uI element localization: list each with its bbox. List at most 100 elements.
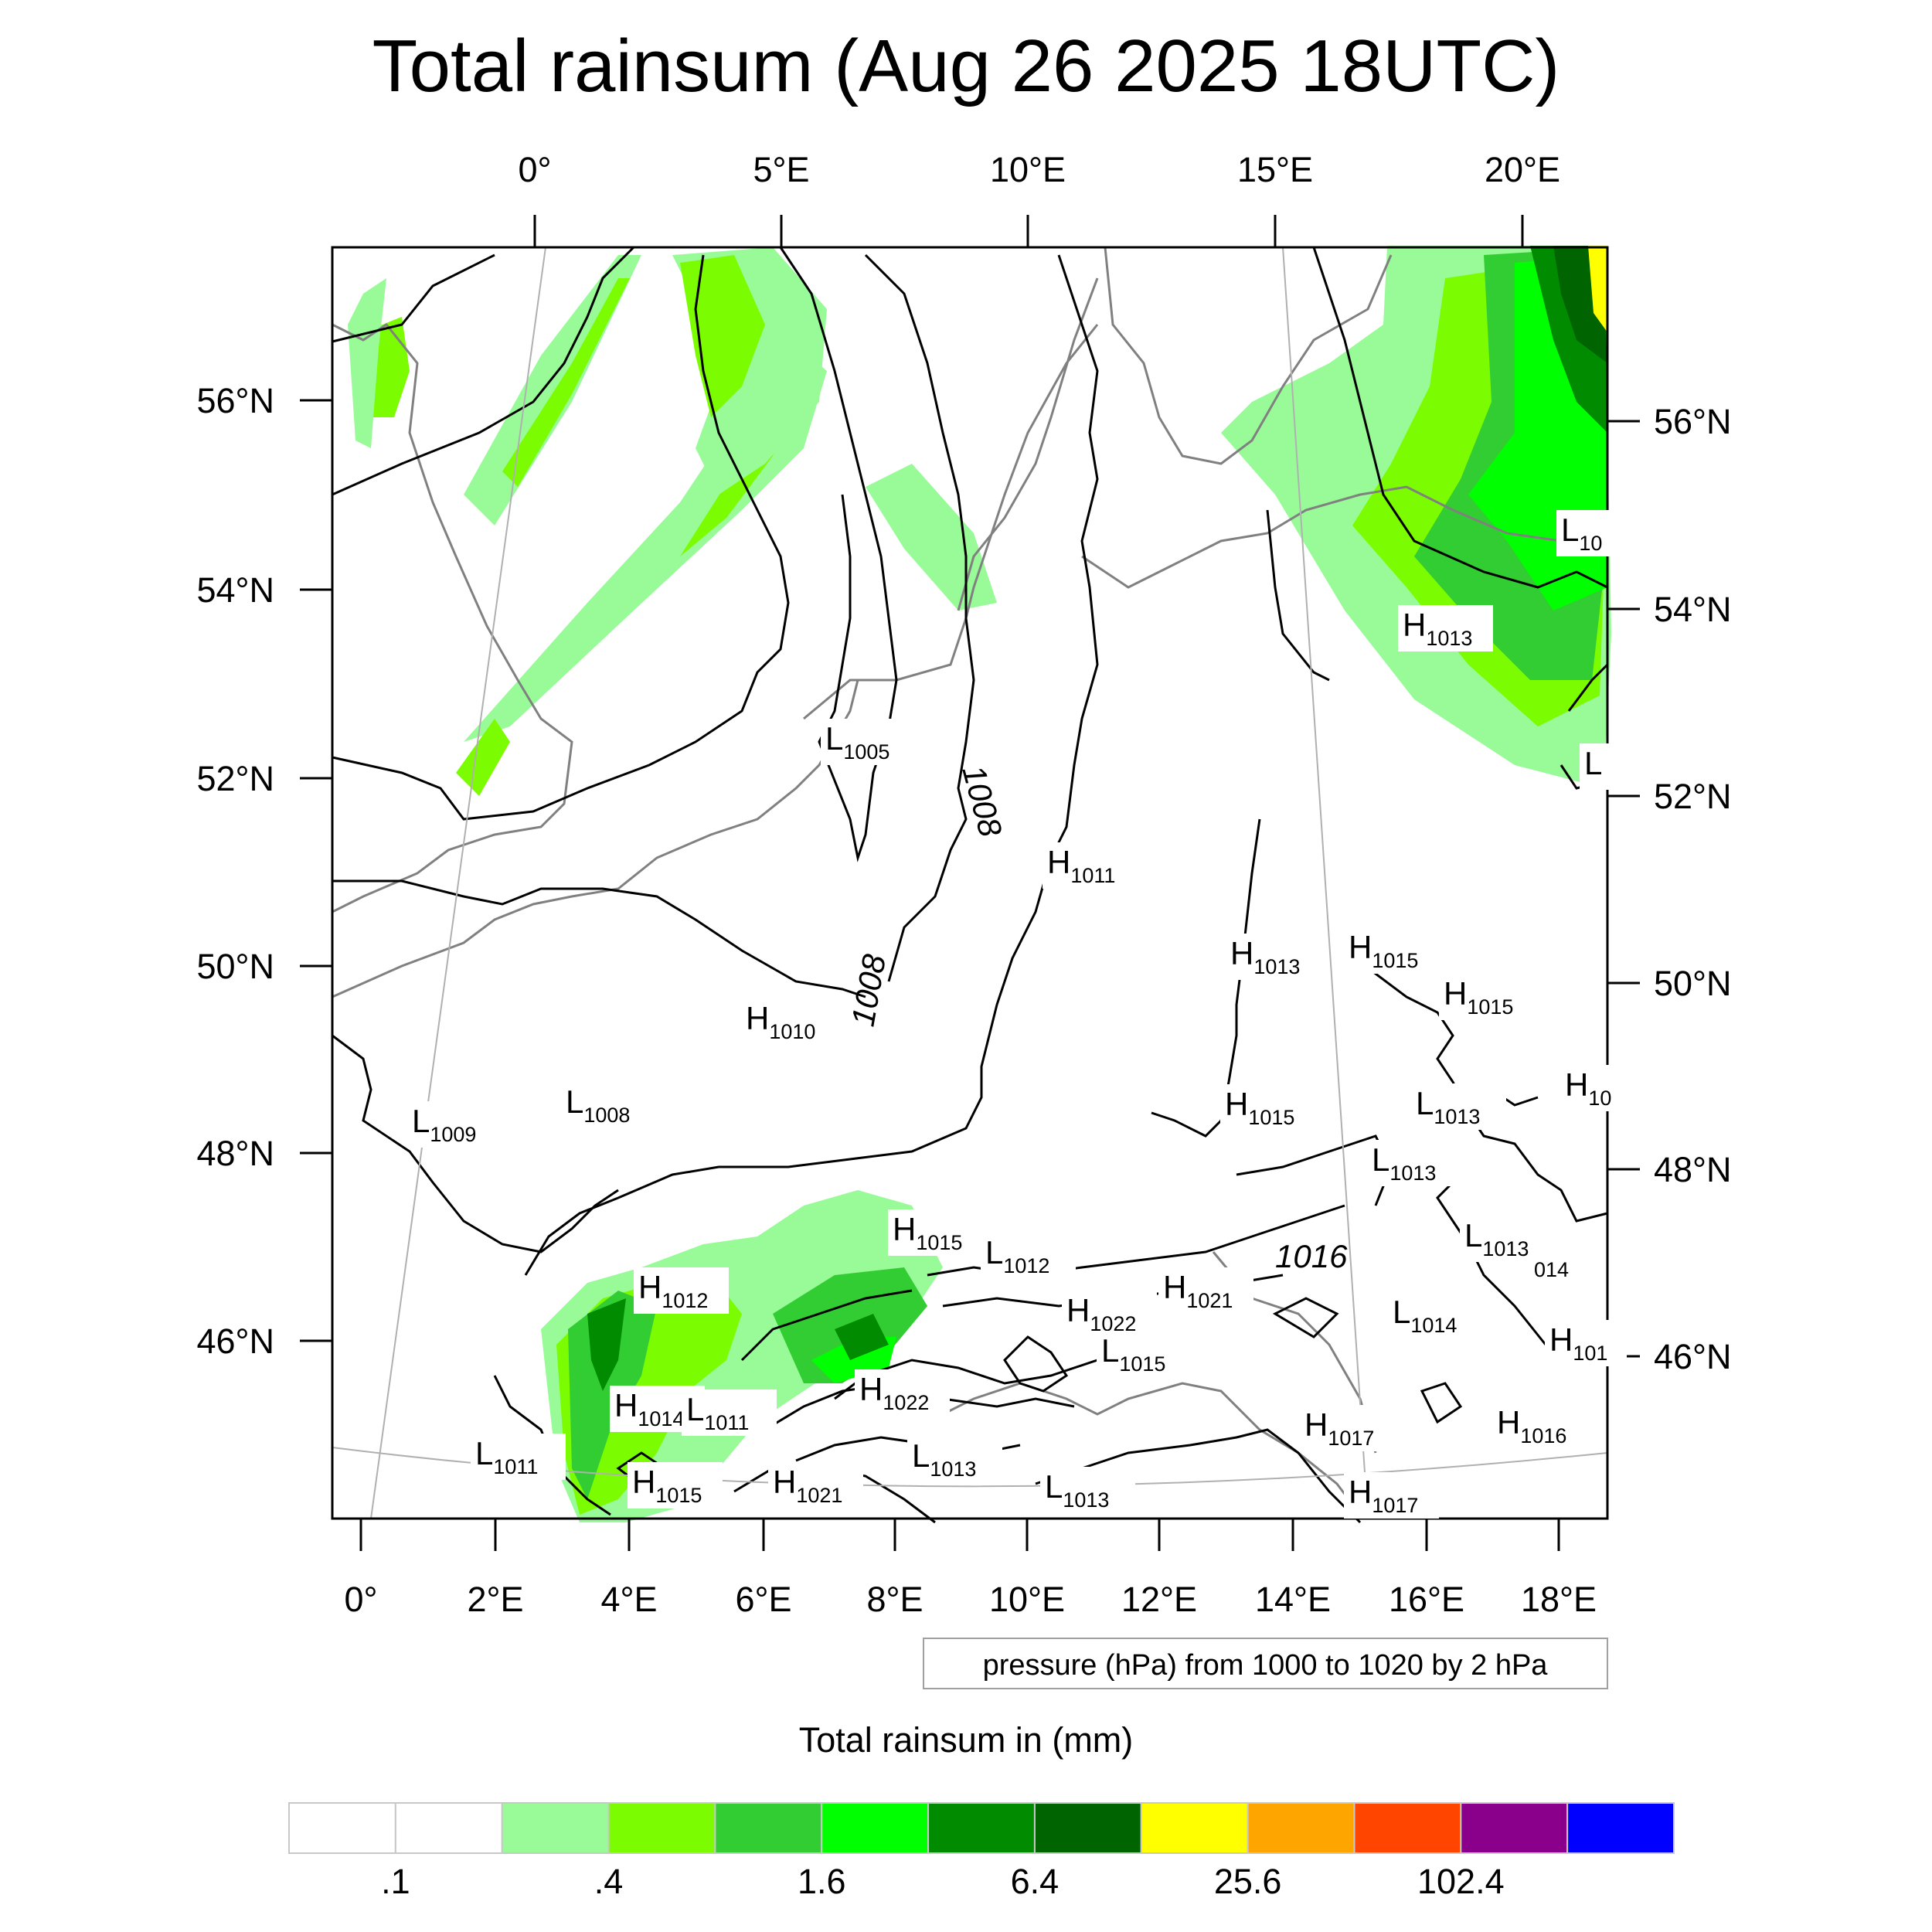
contour-26 xyxy=(1420,1382,1463,1424)
pressure-center: H1013 xyxy=(1398,605,1493,651)
pressure-center-label: L1009 xyxy=(412,1103,476,1146)
pressure-center-type: H xyxy=(893,1211,916,1247)
pressure-center-backdrop xyxy=(407,1101,502,1148)
bottom-tick-label: 10°E xyxy=(989,1580,1065,1619)
pressure-center-backdrop xyxy=(1158,1267,1253,1314)
pressure-center-backdrop xyxy=(1097,1331,1192,1377)
contour-7 xyxy=(332,879,866,998)
coast-france xyxy=(332,679,859,998)
pressure-center: H1015 xyxy=(1439,974,1534,1020)
top-tick-label: 5°E xyxy=(753,150,809,189)
coast-britain xyxy=(332,322,573,913)
pressure-center-type: L xyxy=(686,1391,704,1427)
pressure-center-label: L1005 xyxy=(825,720,889,764)
pressure-center-backdrop xyxy=(1220,1084,1315,1131)
contour-11 xyxy=(1266,509,1330,682)
pressure-center-type: H xyxy=(638,1269,662,1305)
bottom-tick-label: 18°E xyxy=(1521,1580,1597,1619)
pressure-center-value: 1009 xyxy=(430,1123,476,1146)
colorbar-swatch xyxy=(821,1802,930,1854)
right-tick-label: 52°N xyxy=(1654,777,1732,816)
pressure-center-value: 1013 xyxy=(1253,955,1300,978)
pressure-center-type: H xyxy=(1163,1269,1186,1305)
pressure-center-type: L xyxy=(1561,512,1579,548)
pressure-center-label: H1010 xyxy=(746,1000,815,1043)
colorbar-swatch xyxy=(927,1802,1036,1854)
pressure-center: H1011 xyxy=(1043,842,1138,889)
pressure-center-type: H xyxy=(1549,1321,1573,1358)
map-frame xyxy=(331,246,1609,1520)
top-tick-label: 15°E xyxy=(1237,150,1313,189)
pressure-center-backdrop xyxy=(628,1462,723,1509)
pressure-center-backdrop xyxy=(907,1436,1002,1482)
pressure-center-label: L1012 xyxy=(985,1234,1049,1277)
pressure-center-type: H xyxy=(1349,1474,1372,1510)
right-tick-label: 46°N xyxy=(1654,1337,1732,1376)
bottom-tick-label: 2°E xyxy=(467,1580,523,1619)
pressure-center-type: L xyxy=(1101,1332,1119,1369)
coast-sweden xyxy=(1104,247,1393,465)
pressure-center-backdrop xyxy=(471,1434,566,1480)
contour-22 xyxy=(740,1289,913,1362)
left-tick-label: 54°N xyxy=(196,570,274,610)
pressure-center: L1013 xyxy=(1367,1140,1462,1186)
rain-ns-streak-2 xyxy=(502,278,630,487)
pressure-center: H1022 xyxy=(1062,1291,1157,1337)
colorbar-swatch xyxy=(1033,1802,1142,1854)
pressure-center-backdrop xyxy=(981,1233,1076,1279)
pressure-center-type: H xyxy=(1565,1066,1588,1103)
pressure-center-label: H1021 xyxy=(773,1464,842,1507)
pressure-center-value: 1013 xyxy=(1482,1237,1529,1260)
pressure-center-type: H xyxy=(614,1387,638,1423)
pressure-center: L1013 xyxy=(1460,1216,1555,1262)
bottom-tick-label: 0° xyxy=(344,1580,377,1619)
pressure-center-label: H1012 xyxy=(638,1269,708,1312)
contour-6 xyxy=(524,254,1099,1276)
pressure-center-backdrop xyxy=(1556,510,1625,556)
meridian-0 xyxy=(370,247,546,1519)
pressure-center-type: L xyxy=(1372,1141,1389,1178)
pressure-center-value: 1015 xyxy=(655,1484,702,1507)
pressure-center-type: L xyxy=(412,1103,430,1139)
axis-ticks xyxy=(300,215,1640,1551)
pressure-center-backdrop xyxy=(1398,605,1493,651)
pressure-center: L1011 xyxy=(682,1389,777,1436)
bottom-tick-label: 4°E xyxy=(600,1580,657,1619)
pressure-center-label: H10 xyxy=(1565,1066,1611,1110)
pressure-center-value: 10 xyxy=(1588,1087,1611,1110)
rain-alps-dark2 xyxy=(835,1314,889,1360)
pressure-center-type: L xyxy=(1464,1217,1482,1253)
contour-note: pressure (hPa) from 1000 to 1020 by 2 hP… xyxy=(983,1649,1549,1682)
colorbar-swatch xyxy=(394,1802,503,1854)
rain-scotland-light xyxy=(348,278,386,448)
colorbar-swatch xyxy=(501,1802,610,1854)
bottom-tick-label: 14°E xyxy=(1255,1580,1331,1619)
pressure-center-type: H xyxy=(1497,1404,1520,1440)
pressure-center: H1022 xyxy=(855,1369,950,1416)
pressure-center: L1005 xyxy=(821,719,916,765)
pressure-center: H1015 xyxy=(1344,927,1439,974)
pressure-center-label: L xyxy=(1584,745,1602,781)
colorbar-label: 6.4 xyxy=(1011,1862,1060,1901)
pressure-center: H1021 xyxy=(768,1462,863,1509)
pressure-center: H1015 xyxy=(888,1209,983,1256)
pressure-center: H1015 xyxy=(628,1462,723,1509)
pressure-center-type: H xyxy=(1349,929,1372,965)
coast-italy xyxy=(942,1382,1362,1515)
pressure-center: L1013 xyxy=(907,1436,1002,1482)
pressure-center-label: L1013 xyxy=(1372,1141,1436,1185)
pressure-center-value: 1011 xyxy=(493,1455,538,1478)
pressure-center-type: H xyxy=(1230,935,1253,971)
pressure-center-backdrop xyxy=(1367,1140,1462,1186)
contour-label: 1008 xyxy=(845,951,893,1029)
right-axis-labels: 56°N 54°N 52°N 50°N 48°N 46°N xyxy=(1654,402,1732,1376)
pressure-center-label: L1013 xyxy=(1416,1085,1480,1128)
pressure-center-value: 10 xyxy=(1579,532,1602,555)
pressure-center-value: 1013 xyxy=(1389,1162,1436,1185)
pressure-center-label: H1021 xyxy=(1163,1269,1233,1312)
coast-denmark xyxy=(957,277,1099,611)
pressure-center-label: H1015 xyxy=(1349,929,1418,972)
pressure-center-label: H1017 xyxy=(1304,1406,1374,1450)
pressure-center-label: H1015 xyxy=(1444,975,1513,1019)
contour-9 xyxy=(1151,818,1261,1138)
